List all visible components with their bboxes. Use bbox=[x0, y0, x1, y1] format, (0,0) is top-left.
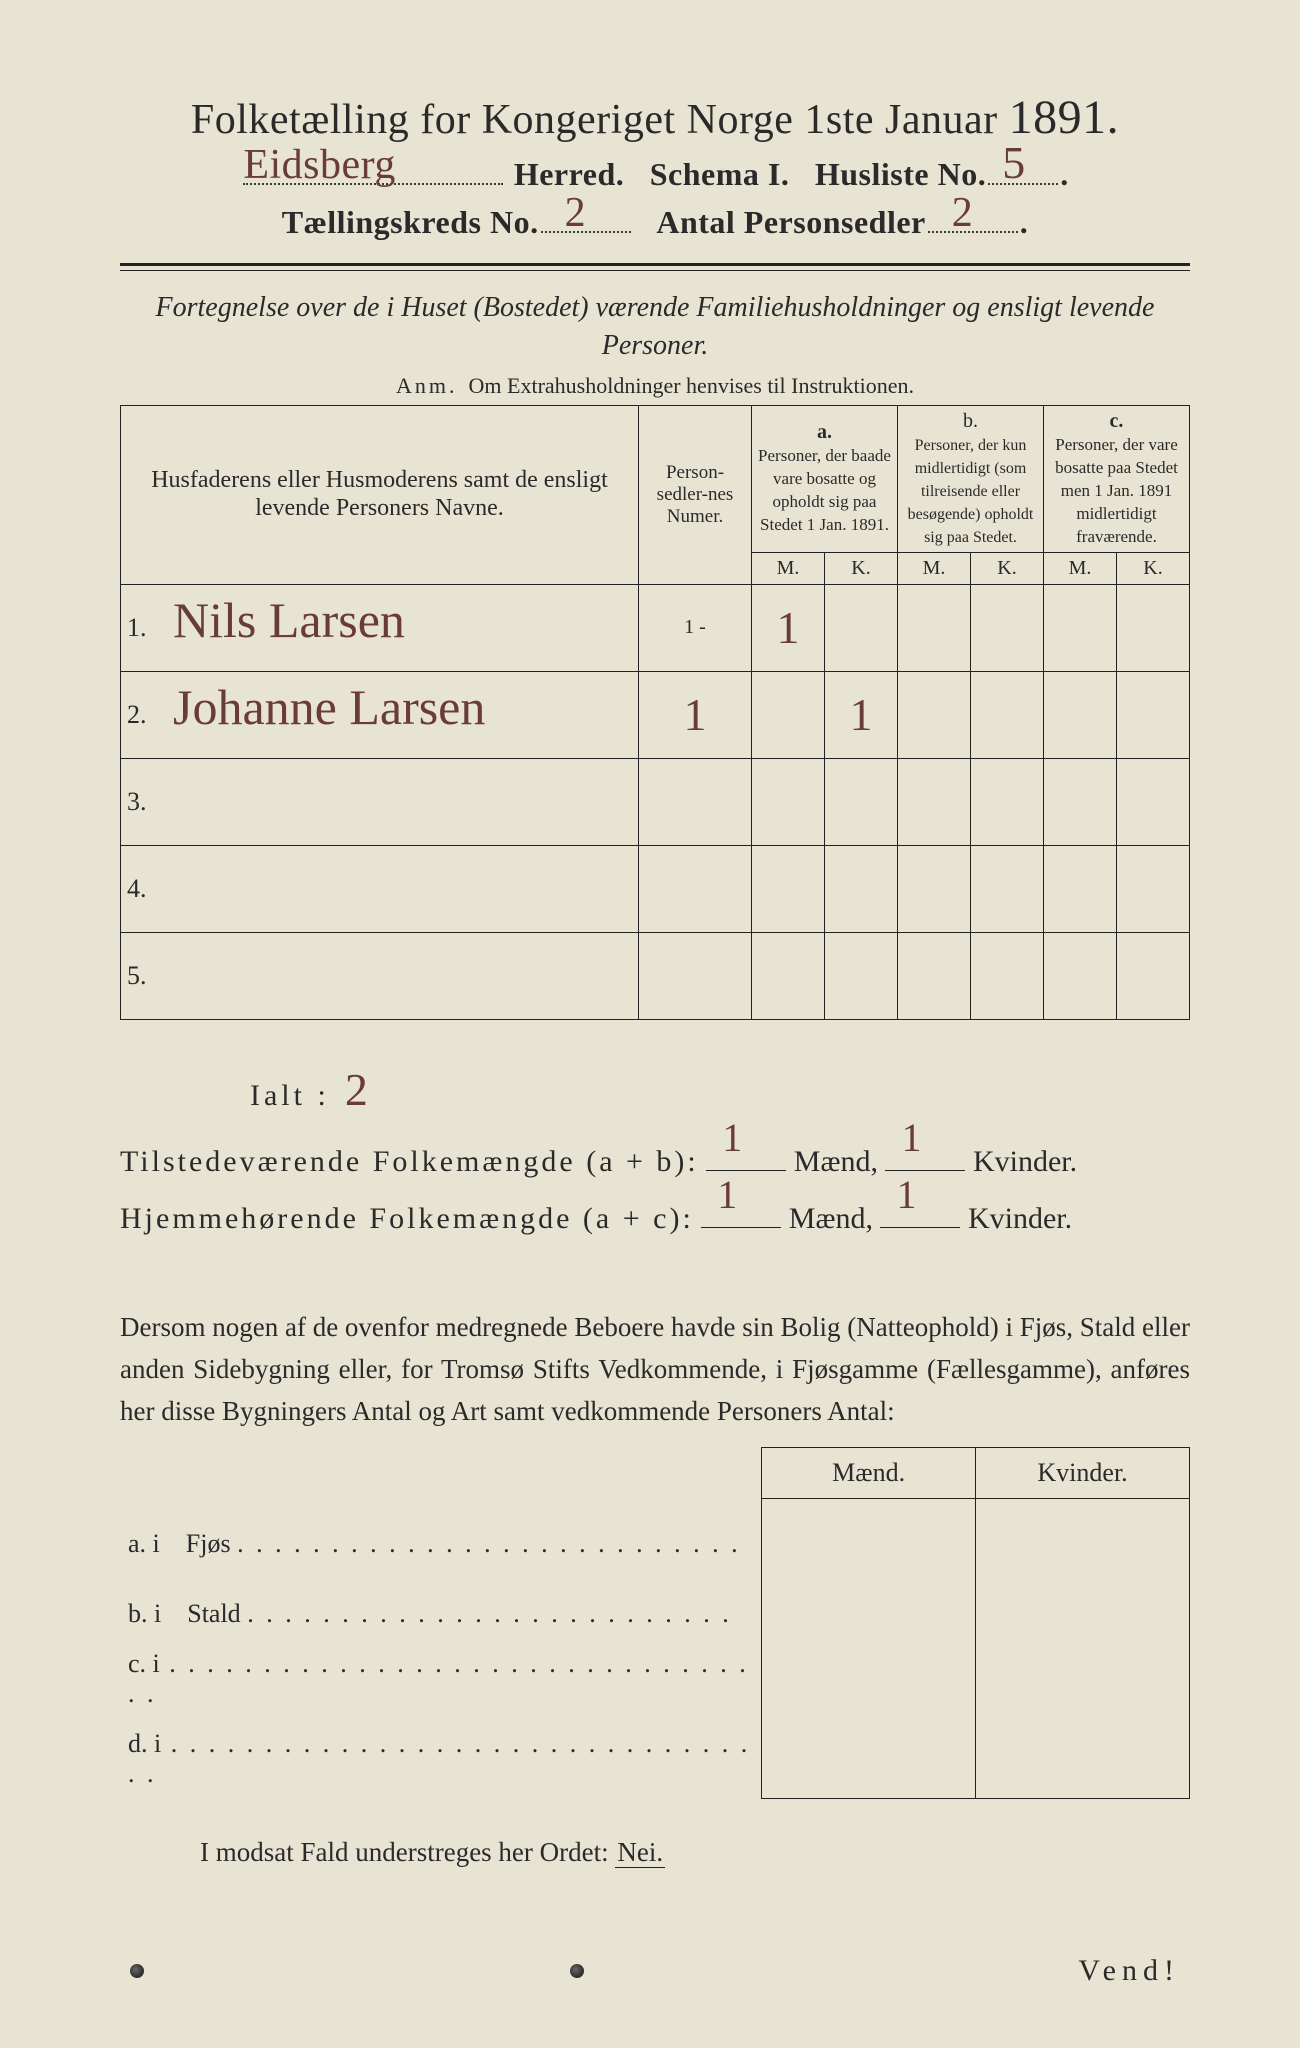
col-b-m: M. bbox=[898, 552, 971, 584]
meta-line-1: Eidsberg Herred. Schema I. Husliste No. … bbox=[120, 151, 1190, 193]
ialt-value: 2 bbox=[345, 1064, 368, 1115]
side-row: c. i . . . . . . . . . . . . . . . . . .… bbox=[120, 1639, 1190, 1719]
kreds-field: 2 bbox=[541, 199, 631, 233]
col-b-header: b. Personer, der kun midlertidigt (som t… bbox=[898, 405, 1044, 552]
side-building-paragraph: Dersom nogen af de ovenfor medregnede Be… bbox=[120, 1307, 1190, 1433]
kreds-value: 2 bbox=[565, 189, 587, 237]
divider bbox=[120, 263, 1190, 271]
totals-block: Ialt : 2 Tilstedeværende Folkemængde (a … bbox=[120, 1046, 1190, 1247]
num-cell: 1 bbox=[639, 671, 752, 758]
husliste-value: 5 bbox=[1002, 136, 1026, 189]
herred-label: Herred. bbox=[514, 156, 624, 192]
col-num-header: Person-sedler-nes Numer. bbox=[639, 405, 752, 584]
side-maend-header: Mænd. bbox=[762, 1447, 976, 1498]
anm-line: Anm. Om Extrahusholdninger henvises til … bbox=[120, 373, 1190, 399]
herred-value: Eidsberg bbox=[243, 141, 396, 189]
side-row: a. i Fjøs . . . . . . . . . . . . . . . … bbox=[120, 1498, 1190, 1569]
hjemme-k-field: 1 bbox=[880, 1197, 960, 1228]
census-form-page: Folketælling for Kongeriget Norge 1ste J… bbox=[0, 0, 1300, 2048]
nei-line: I modsat Fald understreges her Ordet: Ne… bbox=[200, 1837, 1190, 1868]
table-row: 4. bbox=[121, 845, 1190, 932]
name-value: Nils Larsen bbox=[173, 591, 405, 649]
tilstede-line: Tilstedeværende Folkemængde (a + b): 1 M… bbox=[120, 1133, 1190, 1190]
meta-line-2: Tællingskreds No. 2 Antal Personsedler 2… bbox=[120, 199, 1190, 241]
vend-label: Vend! bbox=[1078, 1954, 1180, 1988]
table-row: 2. Johanne Larsen 1 1 bbox=[121, 671, 1190, 758]
col-c-header: c. Personer, der vare bosatte paa Stedet… bbox=[1044, 405, 1190, 552]
nei-word: Nei. bbox=[615, 1837, 665, 1868]
col-b-k: K. bbox=[971, 552, 1044, 584]
side-building-table: Mænd. Kvinder. a. i Fjøs . . . . . . . .… bbox=[120, 1447, 1190, 1800]
pin-icon bbox=[130, 1964, 144, 1978]
table-row: 1. Nils Larsen 1 - 1 bbox=[121, 584, 1190, 671]
husliste-label: Husliste No. bbox=[815, 156, 986, 192]
antal-label: Antal Personsedler bbox=[656, 204, 925, 240]
pin-icon bbox=[570, 1964, 584, 1978]
household-table: Husfaderens eller Husmoderens samt de en… bbox=[120, 405, 1190, 1020]
page-title: Folketælling for Kongeriget Norge 1ste J… bbox=[120, 90, 1190, 145]
anm-label: Anm. bbox=[396, 373, 458, 398]
col-c-k: K. bbox=[1117, 552, 1190, 584]
col-a-header: a. Personer, der baade vare bosatte og o… bbox=[752, 405, 898, 552]
name-value: Johanne Larsen bbox=[173, 678, 485, 736]
col-a-k: K. bbox=[825, 552, 898, 584]
antal-value: 2 bbox=[952, 189, 974, 237]
schema-label: Schema I. bbox=[650, 156, 790, 192]
col-a-m: M. bbox=[752, 552, 825, 584]
antal-field: 2 bbox=[928, 199, 1018, 233]
hjemme-line: Hjemmehørende Folkemængde (a + c): 1 Mæn… bbox=[120, 1190, 1190, 1247]
herred-field: Eidsberg bbox=[243, 151, 503, 185]
title-prefix: Folketælling for Kongeriget Norge 1ste J… bbox=[191, 97, 998, 143]
husliste-field: 5 bbox=[988, 151, 1058, 185]
side-row: b. i Stald . . . . . . . . . . . . . . .… bbox=[120, 1569, 1190, 1639]
table-row: 5. bbox=[121, 932, 1190, 1019]
num-cell: 1 - bbox=[639, 584, 752, 671]
table-row: 3. bbox=[121, 758, 1190, 845]
ialt-line: Ialt : 2 bbox=[250, 1046, 1190, 1133]
hjemme-m-field: 1 bbox=[701, 1197, 781, 1228]
subheading: Fortegnelse over de i Huset (Bostedet) v… bbox=[120, 289, 1190, 365]
side-kvinder-header: Kvinder. bbox=[976, 1447, 1190, 1498]
side-row: d. i . . . . . . . . . . . . . . . . . .… bbox=[120, 1719, 1190, 1799]
kreds-label: Tællingskreds No. bbox=[282, 204, 539, 240]
anm-text: Om Extrahusholdninger henvises til Instr… bbox=[469, 373, 914, 398]
col-name-header: Husfaderens eller Husmoderens samt de en… bbox=[121, 405, 639, 584]
col-c-m: M. bbox=[1044, 552, 1117, 584]
